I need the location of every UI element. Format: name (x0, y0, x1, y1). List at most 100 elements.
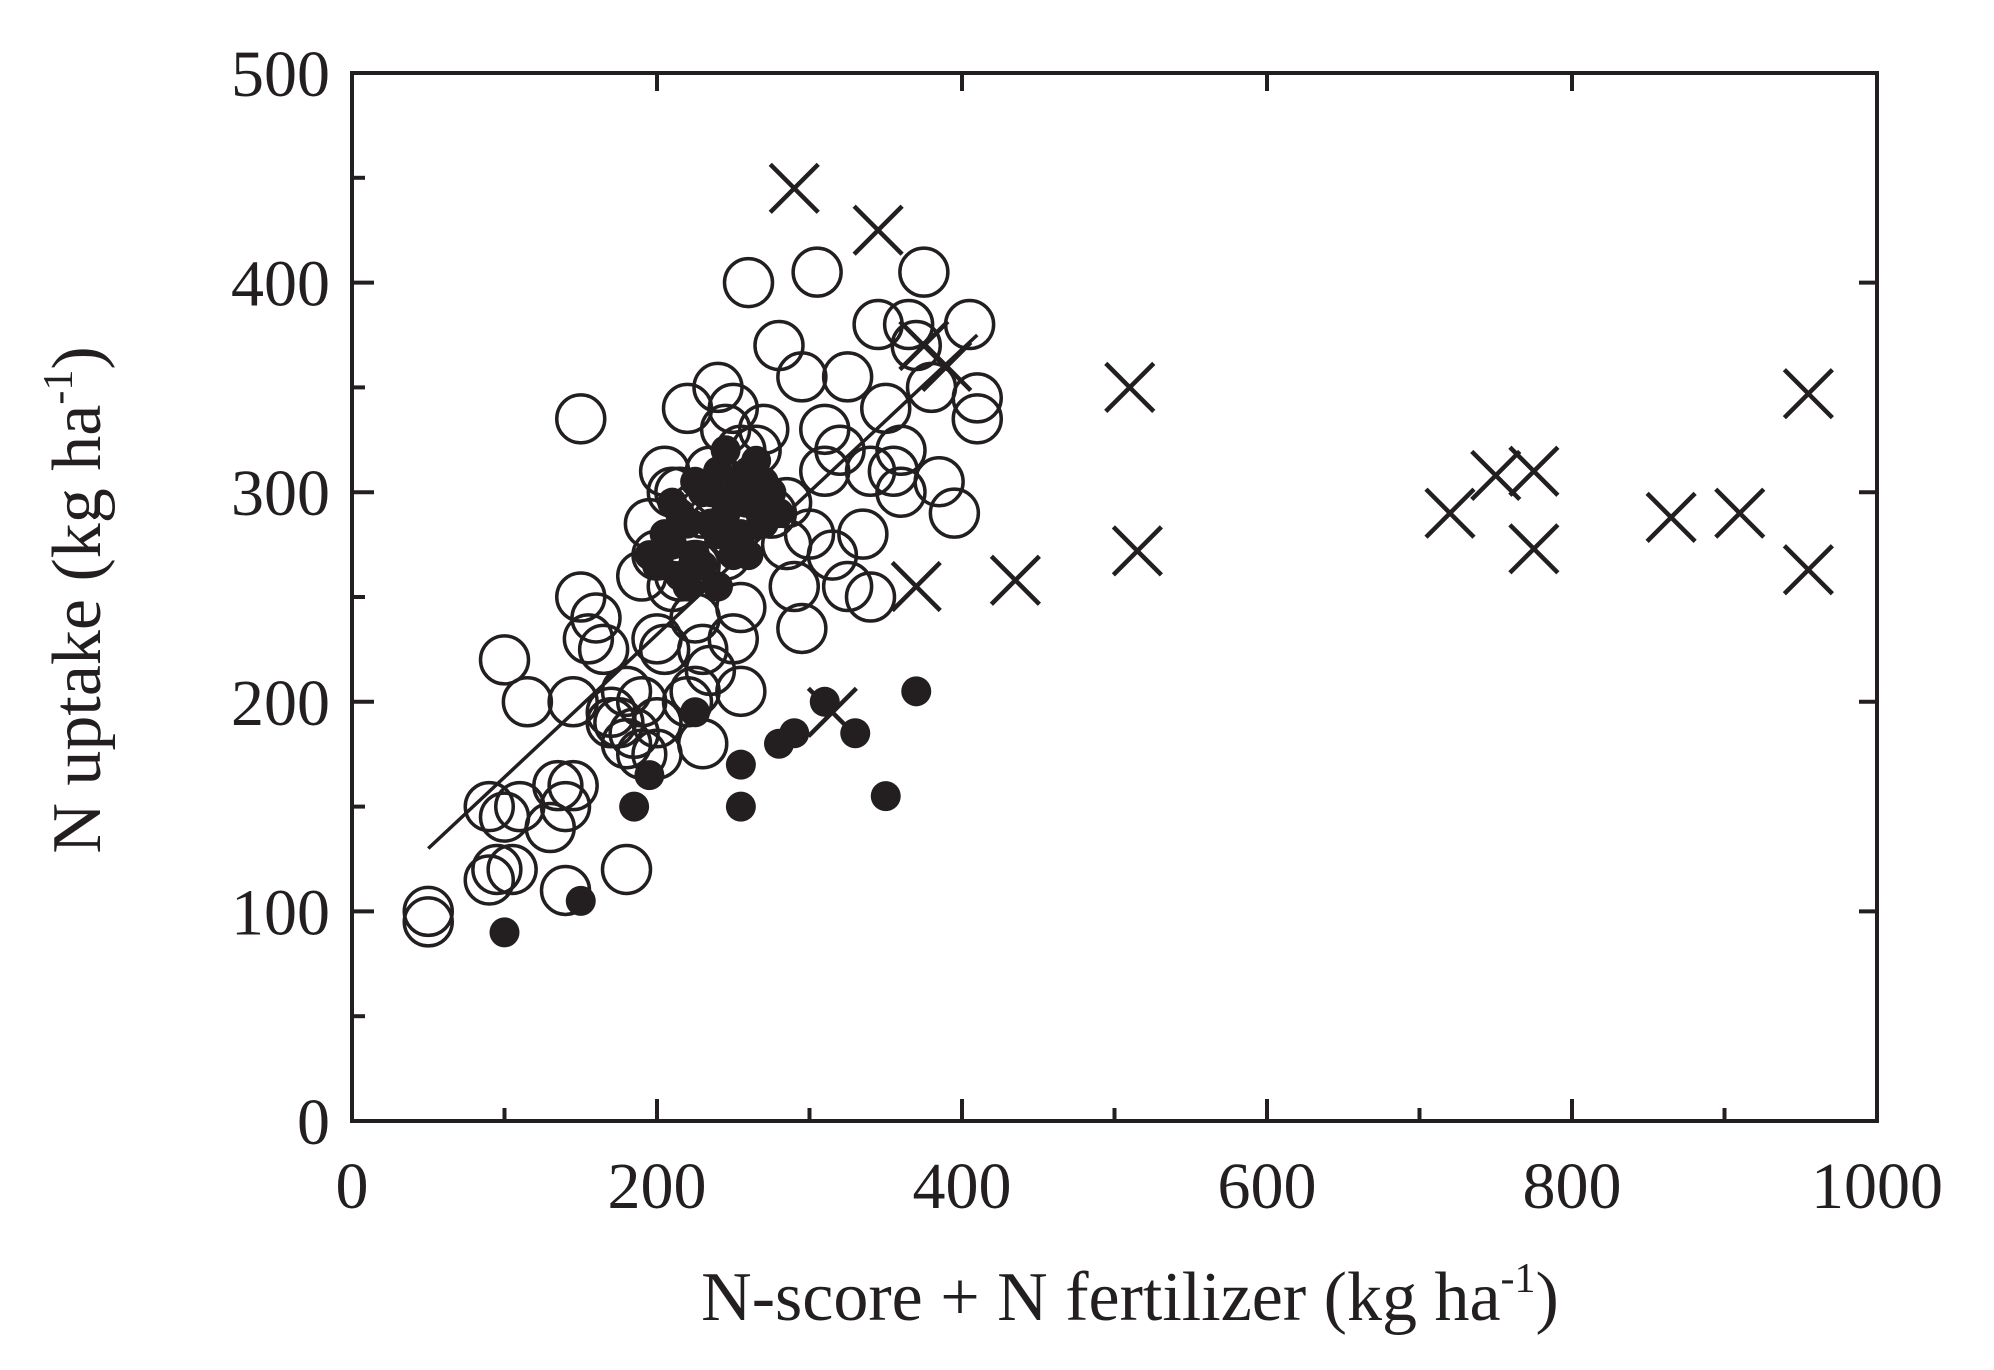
filled-circle-point (657, 529, 688, 560)
open-circle-point (776, 351, 828, 403)
filled-circle-point (619, 791, 650, 822)
axis-ticks (350, 71, 1879, 1123)
filled-circle-point (870, 781, 901, 812)
filled-circle-point (703, 571, 733, 602)
cross-point (1104, 361, 1156, 413)
open-circle-point (532, 759, 584, 812)
y-tick-label: 100 (231, 876, 330, 949)
filled-circle-point (901, 676, 932, 707)
open-circle-point (875, 424, 927, 477)
cross-point (1782, 368, 1834, 420)
plot-frame (350, 71, 1879, 1123)
y-tick-label: 400 (231, 248, 330, 321)
filled-circle-point (680, 697, 711, 728)
filled-circle-point (664, 561, 695, 592)
open-circle-point (722, 256, 775, 309)
open-circle-point (555, 571, 607, 623)
open-circle-point (814, 424, 866, 477)
open-circle-point (501, 676, 554, 728)
x-tick-label: 1000 (1811, 1150, 1943, 1223)
y-tick-label: 300 (231, 457, 330, 530)
open-circle-point (776, 602, 828, 655)
cross-point (989, 554, 1041, 606)
x-tick-label: 800 (1523, 1150, 1622, 1223)
filled-circle-point (687, 550, 718, 581)
open-circle-point (547, 759, 599, 812)
open-circle-point (707, 613, 759, 665)
tick-labels: 0 200 400 600 800 1000 0 100 200 300 400 500 (231, 38, 1943, 1223)
open-circle-point (555, 393, 607, 445)
x-tick-label: 600 (1218, 1150, 1317, 1223)
open-circle-point (577, 623, 630, 676)
open-circle-point (852, 298, 904, 351)
open-circle-point (898, 246, 950, 298)
open-circle-point (715, 665, 767, 718)
cross-point (852, 204, 904, 256)
open-circle-point (539, 780, 592, 833)
filled-circle-point (642, 550, 672, 581)
open-circle-point (661, 676, 714, 728)
filled-circle-point (703, 519, 733, 550)
open-circle-point (753, 319, 805, 372)
open-circle-point (875, 466, 927, 518)
open-circle-point (463, 780, 515, 833)
y-tick-label: 0 (297, 1086, 330, 1159)
open-circle-point (951, 372, 1003, 424)
y-tick-label: 500 (231, 38, 330, 111)
filled-circle-point (725, 466, 756, 497)
open-circle-point (913, 455, 965, 508)
fit-lines (427, 333, 979, 850)
filled-circle-point (725, 749, 756, 780)
x-tick-label: 200 (608, 1150, 707, 1223)
filled-circle-point (634, 760, 665, 791)
filled-circle-point (748, 466, 779, 497)
open-circle-point (707, 382, 759, 435)
open-circle-point (616, 676, 668, 728)
open-circle-point (638, 623, 691, 676)
cross-point (1782, 544, 1834, 596)
open-circle-point (844, 445, 897, 497)
open-circle-point (791, 246, 843, 298)
cross-point (1645, 491, 1697, 543)
filled-circle-point (672, 508, 703, 539)
filled-circle-point (733, 540, 764, 571)
filled-circle-point (657, 487, 688, 518)
cross-point (921, 340, 973, 393)
cross-point (1714, 487, 1766, 539)
open-circle-point (821, 351, 874, 403)
fit-line (427, 333, 979, 850)
cross-point (1424, 487, 1476, 539)
data-points (402, 162, 1834, 948)
open-circle-point (478, 791, 531, 843)
open-circle-point (600, 665, 653, 718)
filled-circle-point (565, 885, 596, 916)
open-circle-point (631, 613, 683, 665)
open-circle-point (478, 634, 531, 686)
cross-point (1111, 525, 1163, 577)
open-circle-point (570, 592, 622, 644)
open-circle-point (768, 560, 820, 613)
open-circle-point (600, 843, 653, 896)
open-circle-point (463, 854, 515, 906)
open-circle-point (585, 697, 637, 749)
open-circle-point (928, 487, 981, 539)
filled-circle-point (489, 917, 520, 948)
open-circle-point (837, 508, 889, 560)
x-tick-label: 400 (913, 1150, 1012, 1223)
y-axis-label: N uptake (kg ha-1) (36, 346, 116, 853)
open-circle-point (486, 843, 538, 896)
cross-point (890, 560, 942, 613)
filled-circle-point (680, 466, 711, 497)
open-circle-point (562, 613, 615, 665)
x-axis-label: N-score + N fertilizer (kg ha-1) (701, 1256, 1559, 1336)
x-tick-label: 0 (336, 1150, 369, 1223)
open-circle-point (471, 843, 523, 896)
open-circle-point (402, 885, 454, 938)
cross-point (1508, 445, 1560, 497)
cross-point (1508, 523, 1560, 575)
open-circle-point (951, 393, 1003, 445)
filled-circle-point (725, 791, 756, 822)
open-circle-point (882, 298, 935, 351)
filled-circle-point (779, 718, 810, 749)
